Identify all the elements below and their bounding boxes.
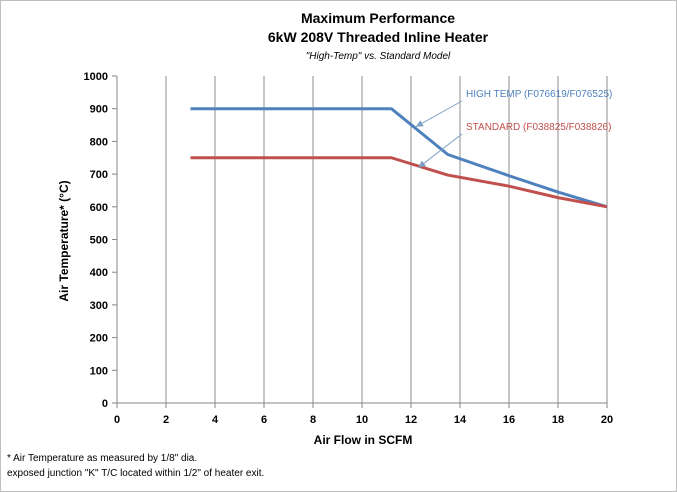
x-tick-label: 6 (261, 414, 267, 426)
y-tick-label: 900 (90, 104, 108, 116)
y-tick-label: 200 (90, 333, 108, 345)
axis-layer: 0 100 200 300 400 500 600 700 800 900 1000 0 2 4 6 8 10 1… (84, 71, 614, 426)
y-tick-label: 600 (90, 202, 108, 214)
chart-title-line2: 6kW 208V Threaded Inline Heater (268, 29, 489, 45)
x-tick-label: 20 (601, 414, 613, 426)
x-tick-label: 16 (503, 414, 515, 426)
legend-high-temp: HIGH TEMP (F076619/F076525) (466, 89, 612, 100)
x-axis-label: Air Flow in SCFM (314, 433, 413, 447)
annotation-arrow-line (415, 100, 463, 128)
chart-title: Maximum Performance (301, 10, 455, 26)
y-tick-label: 700 (90, 169, 108, 181)
x-tick-label: 14 (454, 414, 467, 426)
y-tick-label: 500 (90, 235, 108, 247)
y-tick-label: 0 (102, 398, 108, 410)
x-tick-label: 0 (114, 414, 120, 426)
x-tick-label: 18 (552, 414, 564, 426)
x-tick-label: 10 (356, 414, 368, 426)
legend-standard: STANDARD (F038825/F038826) (466, 122, 611, 133)
y-tick-label: 800 (90, 136, 108, 148)
x-tick-label: 2 (163, 414, 169, 426)
chart-subtitle: "High-Temp" vs. Standard Model (306, 51, 451, 62)
annotation-layer (415, 100, 463, 168)
footnote-line1: * Air Temperature as measured by 1/8" di… (7, 453, 197, 464)
footnote-line2: exposed junction "K" T/C located within … (7, 468, 264, 479)
y-tick-label: 1000 (84, 71, 108, 83)
y-axis-label: Air Temperature* (°C) (57, 180, 71, 301)
annotation-arrow-line (418, 133, 463, 168)
x-tick-label: 4 (212, 414, 219, 426)
high-temp-line (190, 107, 608, 209)
x-tick-label: 12 (405, 414, 417, 426)
series-layer (190, 107, 608, 209)
x-tick-label: 8 (310, 414, 316, 426)
annotation-arrow-head (418, 160, 427, 168)
y-tick-label: 100 (90, 365, 108, 377)
grid-layer (165, 76, 608, 403)
standard-line (190, 156, 608, 209)
annotation-arrow-head (415, 120, 424, 127)
y-tick-label: 300 (90, 300, 108, 312)
y-tick-label: 400 (90, 267, 108, 279)
